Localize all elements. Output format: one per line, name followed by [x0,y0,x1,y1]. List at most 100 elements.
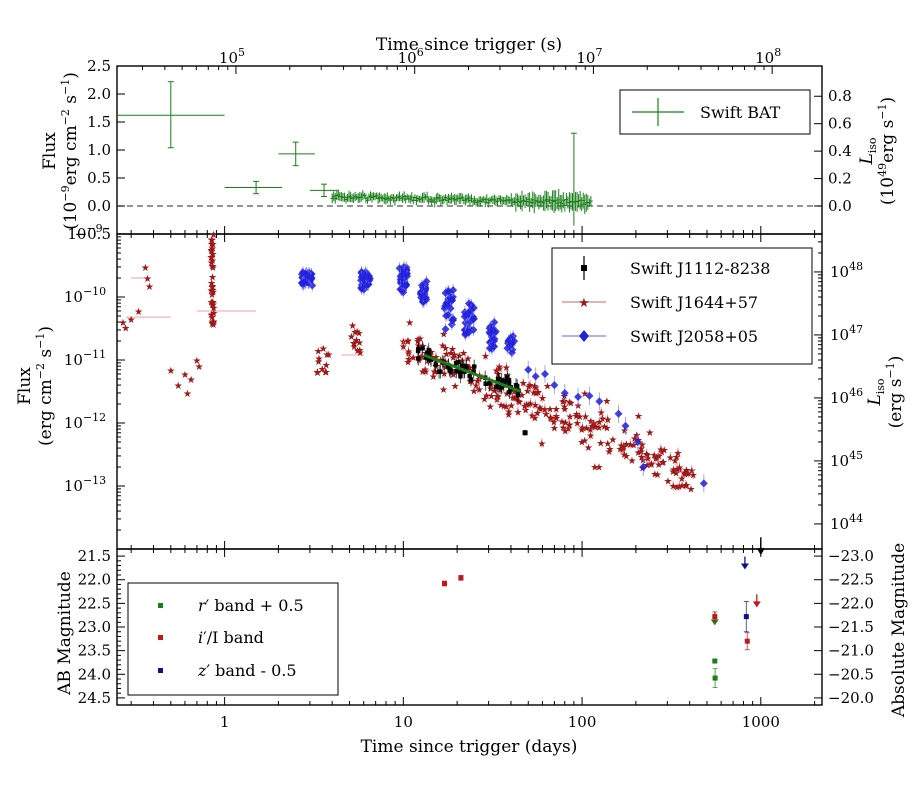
j1644-star: ★ [673,464,682,475]
j1644-star: ★ [654,460,663,471]
j1644-star: ★ [497,400,506,411]
j1644-star: ★ [141,263,150,274]
j1644-star: ★ [350,328,359,339]
j1112-square [416,346,421,352]
j1644-star: ★ [547,414,556,425]
j1644-star: ★ [494,392,503,403]
j1644-star: ★ [564,424,573,435]
bat-right-tick-label: 0.0 [828,197,852,215]
j1644-star: ★ [481,351,490,362]
j1644-star: ★ [353,346,362,357]
j1644-star: ★ [355,345,364,356]
j1644-star: ★ [669,465,678,476]
j1644-star: ★ [515,397,524,408]
j1112-square [467,373,472,379]
j1644-star: ★ [669,482,678,493]
xray-y-label: Flux [15,367,35,405]
j1644-star: ★ [208,285,217,296]
j1644-star: ★ [591,423,600,434]
j1644-star: ★ [619,443,628,454]
j2058-diamond [441,325,450,334]
j1644-star: ★ [622,452,631,463]
j1644-star: ★ [595,417,604,428]
j1644-star: ★ [675,463,684,474]
j1644-star: ★ [486,402,495,413]
bat-y-tick-label: 2.5 [87,57,111,75]
j1644-star: ★ [314,347,323,358]
j1112-square [507,389,512,395]
j1644-star: ★ [207,235,216,246]
j1644-star: ★ [517,391,526,402]
j1644-star: ★ [431,367,440,378]
j1644-star: ★ [450,350,459,361]
xray-right-tick-label: 1046 [830,386,863,407]
j2058-diamond [362,272,371,281]
j1644-star: ★ [208,240,217,251]
j1644-star: ★ [209,300,218,311]
j1644-star: ★ [594,463,603,474]
j1644-star: ★ [653,470,662,481]
j1644-star: ★ [209,320,218,331]
j1644-star: ★ [207,240,216,251]
bat-data [117,81,822,226]
j1644-star: ★ [616,444,625,455]
j2058-diamond [560,388,569,397]
j1644-star: ★ [208,317,217,328]
j1112-square [495,376,501,382]
j1644-star: ★ [566,399,575,410]
optical-y-tick-label: 24.0 [78,665,111,683]
j1644-star: ★ [537,439,546,450]
j1644-star: ★ [677,474,686,485]
j1644-star: ★ [353,327,362,338]
j1644-star: ★ [207,258,216,269]
j2058-diamond [417,281,426,290]
j1644-star: ★ [502,389,511,400]
j1644-star: ★ [209,249,218,260]
j1644-star: ★ [209,230,218,241]
j1644-star: ★ [513,407,522,418]
legend-j1112-label: Swift J1112-8238 [630,259,770,278]
j1644-star: ★ [578,423,587,434]
xray-right-y-units: (erg s−1) [884,356,906,429]
optical-point [712,614,718,620]
j1644-star: ★ [207,253,216,264]
j1644-star: ★ [558,417,567,428]
j1644-star: ★ [465,363,474,374]
j1644-star: ★ [441,363,450,374]
optical-y-tick-label: 23.0 [78,618,111,636]
j1644-star: ★ [314,357,323,368]
j1644-star: ★ [565,397,574,408]
j1644-star: ★ [620,426,629,437]
j1644-star: ★ [656,445,665,456]
optical-y-tick-label: 22.0 [78,571,111,589]
j1112-square [428,357,434,362]
j1644-star: ★ [313,368,322,379]
optical-point [442,581,448,587]
xray-y-tick-label: 10−10 [64,285,106,306]
bat-y-tick-label: −0.5 [75,225,111,243]
optical-y-tick-label: 24.5 [78,689,111,707]
j1644-star: ★ [180,370,189,381]
j1644-star: ★ [322,360,331,371]
j2058-diamond [639,463,648,472]
j1644-star: ★ [324,350,333,361]
j2058-diamond [540,369,549,378]
j1644-star: ★ [439,329,448,340]
j1644-star: ★ [207,278,216,289]
j2058-diamond [461,330,470,339]
j1644-star: ★ [605,447,614,458]
j1644-star: ★ [586,416,595,427]
j1112-square [514,384,520,389]
j1644-star: ★ [404,354,413,365]
j2058-diamond [485,344,494,353]
j1644-star: ★ [580,436,589,447]
j1644-star: ★ [209,288,218,299]
j1644-star: ★ [208,244,217,255]
j1644-star: ★ [504,407,513,418]
j1644-star: ★ [473,377,482,388]
optical-right-tick-label: −21.0 [828,642,874,660]
j1644-star: ★ [546,413,555,424]
j1644-star: ★ [439,385,448,396]
legend-i-band: i′/I band [158,628,264,647]
j1644-star: ★ [134,307,143,318]
